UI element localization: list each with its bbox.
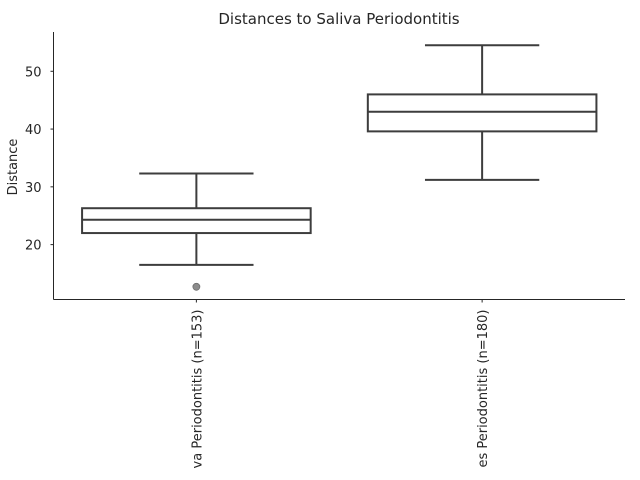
y-tick-label: 20	[25, 239, 42, 254]
outlier-point	[192, 282, 201, 291]
x-tick-label: es Periodontitis (n=180)	[476, 310, 491, 468]
y-tick-label: 30	[25, 181, 42, 196]
x-tick-label: va Periodontitis (n=153)	[190, 310, 205, 469]
y-axis-label: Distance	[6, 139, 21, 196]
y-tick-label: 50	[25, 65, 42, 80]
x-ticks: va Periodontitis (n=153) es Periodontitis…	[190, 299, 491, 469]
y-ticks: 20 30 40 50	[25, 65, 54, 254]
box-group	[81, 172, 312, 291]
box-iqr	[366, 93, 598, 133]
y-tick-label: 40	[25, 123, 42, 138]
box-group	[366, 44, 598, 181]
box-plots	[81, 44, 598, 291]
chart-title: Distances to Saliva Periodontitis	[218, 10, 459, 28]
